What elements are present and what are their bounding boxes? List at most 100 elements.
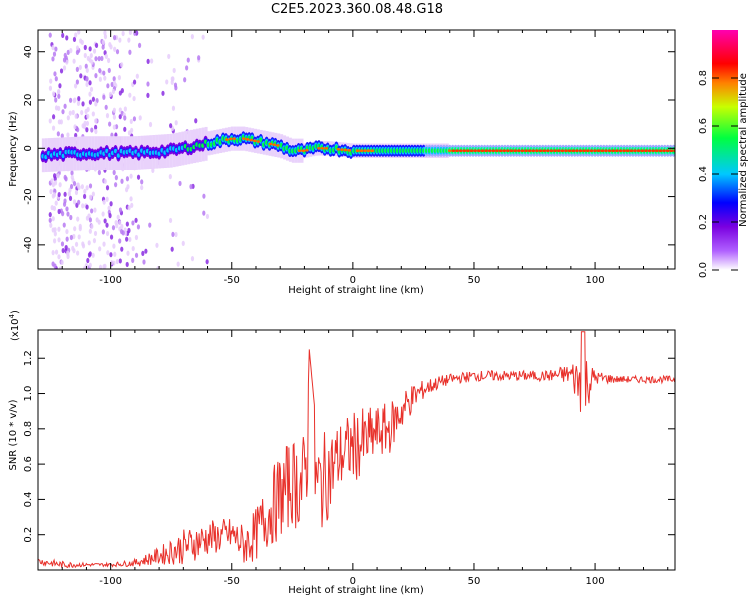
spectrogram-cell [186,57,190,63]
spectrogram-peak [629,149,634,153]
spectrogram-peak [366,149,371,153]
spectrogram-cell [189,184,193,190]
spectrogram-cell [81,101,85,107]
spectrogram-cell [76,250,80,256]
spectrogram-cell [69,234,73,241]
spectrogram-cell [111,88,116,95]
spectrogram-peak [578,149,583,153]
spectrogram-peak [359,149,364,153]
spectrogram-cell [123,115,127,121]
spectrogram-cell [76,100,81,106]
spectrogram-cell [101,39,106,45]
spectrogram-peak [305,148,309,152]
spectrogram-cell [103,75,107,81]
spectrogram-cell [115,223,119,229]
spectrogram-cell [105,148,109,154]
y-tick-label: 40 [23,45,34,58]
spectrogram-cell [83,188,87,194]
spectrogram-cell [136,174,141,180]
spectrogram-cell [142,259,146,265]
spectrogram-peak [607,149,612,153]
spectrogram-cell [53,180,58,186]
spectrogram-cell [79,73,83,79]
spectrogram-cell [56,89,61,95]
y-tick-label: 20 [23,94,34,107]
spectrogram-cell [80,109,84,116]
spectrogram-cell [63,191,67,197]
spectrogram-cell [59,68,64,74]
spectrogram-cell [100,55,104,62]
spectrogram-cell [140,179,144,185]
spectrogram-cell [102,264,106,269]
spectrogram-peak [647,149,652,153]
spectrogram-cell [76,127,80,133]
spectrogram-cell [101,44,105,50]
spectrogram-cell [114,182,118,188]
snr-marks [37,331,676,569]
spectrogram-cell [51,114,56,120]
spectrogram-cell [107,67,111,74]
spectrogram-cell [103,218,107,224]
spectrogram-cell [132,116,137,122]
spectrogram-cell [53,238,57,244]
spectrogram-cell [93,207,97,213]
spectrogram-cell [171,231,175,237]
spectrogram-peak [618,149,623,153]
spectrogram-peak [506,149,510,153]
spectrogram-panel: -100 -50 0 50 100 -40 -20 0 20 40 Height of stra… [8,29,676,296]
spectrogram-peak [593,149,597,153]
spectrogram-cell [134,217,138,223]
spectrogram-cell [101,229,105,235]
spectrogram-cell [85,120,90,127]
spectrogram-cell [128,49,132,55]
spectrogram-peak [546,149,550,153]
spectrogram-cell [134,234,139,241]
spectrogram-peak [516,149,521,153]
spectrogram-cell [146,58,150,64]
snr-x-ticks: -100 -50 0 50 100 [37,330,669,587]
spectrogram-cell [51,216,55,222]
spectrogram-peak [527,149,532,153]
spectrogram-cell [68,97,73,103]
spectrogram-cell [73,83,78,89]
spectrogram-cell [112,107,116,113]
spectrogram-cell [66,49,70,55]
spectrogram-cell [62,201,67,207]
spectrogram-peak [509,149,514,153]
snr-y-label: SNR (10 * v/v) [8,399,19,470]
colorbar-tick-label: 0.0 [698,262,709,278]
spectrogram-peak [347,149,352,152]
spectrogram-cell [131,257,135,264]
y-tick-label: 0.2 [23,527,34,543]
spectrogram-cell [85,81,89,88]
spectrogram-cell [75,49,80,55]
spectrogram-cell [83,44,87,51]
spectrogram-cell [102,94,106,100]
spectrogram-peak [245,138,250,141]
spectrogram-cell [74,32,78,38]
spectrogram-cell [90,127,94,133]
spectrogram-cell [137,42,142,48]
spectrogram-cell [88,194,93,200]
spectrogram-cell [90,223,94,230]
spectrogram-cell [61,247,65,254]
spectrogram-cell [148,222,152,228]
spectrogram-cell [106,83,110,89]
spectrogram-cell [51,250,55,256]
spectrogram-cell [66,211,70,217]
spectrogram-cell [48,217,52,223]
spectrogram-cell [197,55,201,61]
spectrogram-peak [317,146,321,150]
x-tick-label: 100 [586,275,605,286]
spectrogram-peak [502,149,507,153]
spectrogram-peak [556,149,561,153]
spectrogram-peak [665,149,670,153]
spectrogram-cell [104,53,108,59]
x-tick-label: -100 [99,576,122,587]
spectrogram-cell [112,80,117,86]
spectrogram-cell [70,170,74,176]
spectrogram-cell [85,67,89,73]
colorbar-gradient [712,30,738,270]
spectrogram-peak [466,149,470,153]
spectrogram-cell [170,79,174,85]
